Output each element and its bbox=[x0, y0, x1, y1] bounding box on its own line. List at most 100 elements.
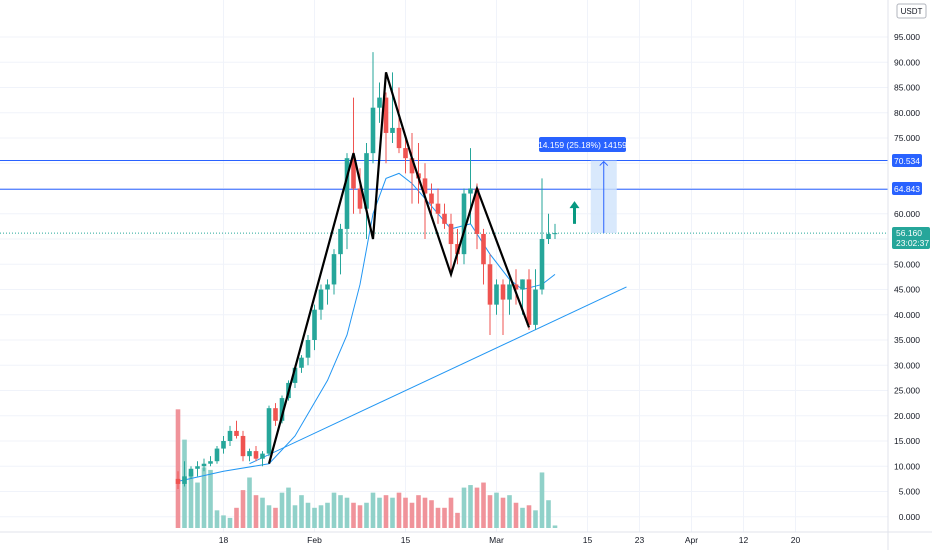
candle-body bbox=[253, 451, 259, 459]
volume-bar bbox=[500, 497, 506, 528]
measure-label[interactable]: 14.159 (25.18%) 14159 bbox=[538, 137, 627, 152]
volume-bar bbox=[526, 505, 532, 528]
volume-bar bbox=[227, 517, 233, 528]
volume-bar bbox=[195, 482, 200, 528]
candle-body bbox=[461, 193, 467, 255]
volume-bar bbox=[247, 477, 252, 528]
candle-body bbox=[481, 233, 486, 265]
y-tick-label: 5.000 bbox=[899, 487, 921, 497]
y-tick-label: 15.000 bbox=[894, 436, 920, 446]
candle-body bbox=[240, 435, 246, 457]
x-tick-label: 23 bbox=[635, 535, 645, 545]
candle-body bbox=[208, 461, 213, 464]
y-tick-label: 20.000 bbox=[894, 411, 920, 421]
volume-bar bbox=[455, 512, 460, 528]
candle-body bbox=[234, 430, 239, 436]
volume-bar bbox=[292, 505, 298, 528]
candle-body bbox=[188, 468, 194, 477]
volume-bar bbox=[403, 497, 408, 528]
x-tick-label: 20 bbox=[791, 535, 801, 545]
candle-body bbox=[422, 178, 428, 194]
candle-body bbox=[266, 408, 272, 454]
candle-body bbox=[494, 284, 499, 305]
price-tag-level-2[interactable]: 64.843 bbox=[892, 182, 922, 195]
volume-bar bbox=[357, 505, 363, 528]
candle-body bbox=[520, 279, 525, 290]
measure-label-bg bbox=[539, 137, 626, 152]
trendline-line[interactable] bbox=[249, 286, 627, 465]
volume-bar bbox=[442, 507, 447, 528]
currency-button-frame bbox=[896, 3, 927, 19]
volume-bar bbox=[520, 507, 525, 528]
y-tick-label: 60.000 bbox=[894, 209, 920, 219]
price-tag-text: 70.534 bbox=[894, 156, 920, 166]
candle-body bbox=[487, 264, 493, 305]
trendline[interactable] bbox=[249, 286, 627, 465]
price-range-measure[interactable] bbox=[590, 160, 617, 234]
candle-body bbox=[468, 188, 473, 194]
y-tick-label: 85.000 bbox=[894, 83, 920, 93]
volume-bar bbox=[214, 510, 220, 528]
candle-body bbox=[442, 213, 447, 224]
y-tick-label: 35.000 bbox=[894, 335, 920, 345]
currency-label: USDT bbox=[901, 7, 923, 16]
candle-body bbox=[533, 289, 538, 325]
volume-bar bbox=[260, 497, 265, 528]
volume-bar bbox=[370, 492, 376, 528]
candle-body bbox=[195, 466, 200, 469]
volume-bar bbox=[286, 487, 291, 528]
volume-bar bbox=[221, 515, 226, 528]
volume-bar bbox=[481, 482, 486, 528]
y-tick-label: 75.000 bbox=[894, 133, 920, 143]
y-tick-label: 30.000 bbox=[894, 360, 920, 370]
volume-bar bbox=[461, 487, 467, 528]
up-arrow-icon[interactable] bbox=[569, 201, 580, 224]
volume-bar bbox=[513, 502, 519, 528]
candle-body bbox=[364, 153, 369, 209]
volume-bar bbox=[552, 525, 558, 528]
candle-body bbox=[500, 284, 506, 300]
candle-body bbox=[247, 451, 252, 457]
grid bbox=[0, 0, 888, 532]
volume-bar bbox=[396, 492, 402, 528]
candle-body bbox=[175, 478, 181, 484]
volume-bar bbox=[416, 495, 421, 528]
candle-body bbox=[357, 188, 363, 209]
candle-body bbox=[182, 476, 187, 484]
last-price-text: 56.160 bbox=[896, 228, 922, 238]
currency-button[interactable]: USDT bbox=[896, 3, 927, 19]
zigzag-pattern[interactable] bbox=[267, 72, 531, 465]
candle-body bbox=[526, 279, 532, 325]
volume-bar bbox=[253, 495, 259, 528]
candle-body bbox=[201, 463, 207, 467]
candle-body bbox=[370, 107, 376, 154]
last-price-tag[interactable]: 56.160 23:02:37 bbox=[892, 227, 930, 249]
price-tag-level-1[interactable]: 70.534 bbox=[892, 154, 922, 167]
x-tick-label: 18 bbox=[219, 535, 229, 545]
volume-bar bbox=[240, 490, 246, 528]
volume-bar bbox=[429, 500, 434, 528]
candle-body bbox=[552, 233, 558, 235]
volume-bar bbox=[487, 495, 493, 528]
volume-bar bbox=[299, 495, 304, 528]
volume-bars bbox=[175, 409, 558, 528]
arrow-head bbox=[569, 201, 580, 209]
y-tick-label: 25.000 bbox=[894, 386, 920, 396]
candle-body bbox=[448, 223, 454, 245]
candle-body bbox=[403, 148, 408, 159]
pattern-line[interactable] bbox=[267, 72, 531, 465]
volume-bar bbox=[494, 492, 499, 528]
arrow-shaft bbox=[573, 207, 576, 224]
candle-body bbox=[273, 408, 278, 421]
y-tick-label: 45.000 bbox=[894, 285, 920, 295]
volume-bar bbox=[533, 510, 538, 528]
volume-bar bbox=[364, 502, 369, 528]
y-tick-label: 0.000 bbox=[899, 512, 921, 522]
candle-body bbox=[305, 340, 311, 358]
volume-bar bbox=[279, 492, 285, 528]
volume-bar bbox=[234, 507, 239, 528]
horizontal-levels[interactable] bbox=[0, 160, 888, 234]
volume-bar bbox=[325, 502, 330, 528]
